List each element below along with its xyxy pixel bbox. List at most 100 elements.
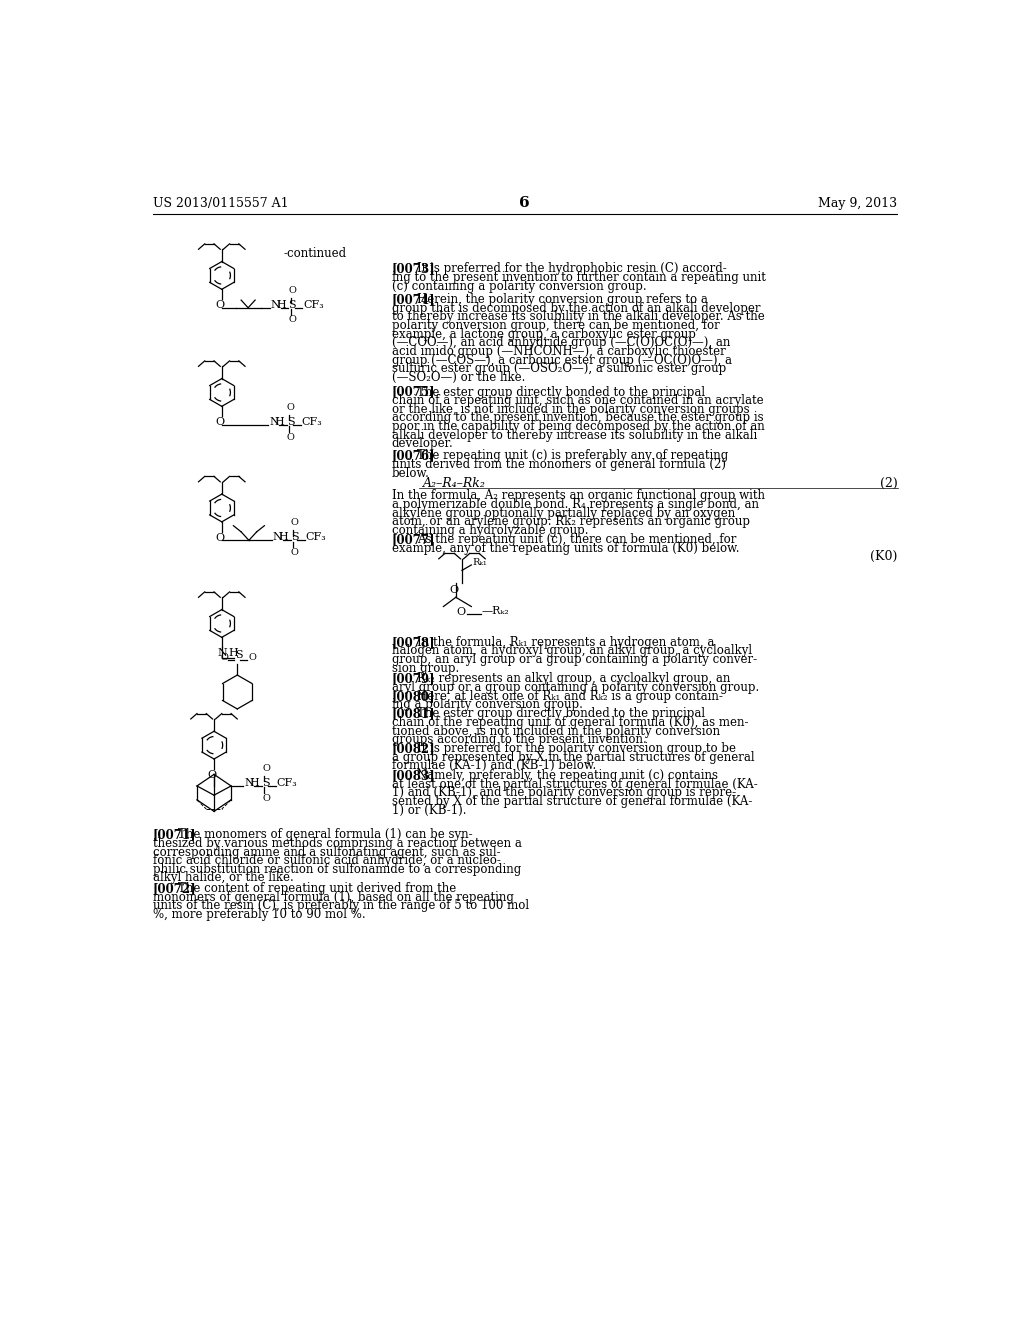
Text: The ester group directly bonded to the principal: The ester group directly bonded to the p…	[417, 385, 706, 399]
Text: Rₖ₂ represents an alkyl group, a cycloalkyl group, an: Rₖ₂ represents an alkyl group, a cycloal…	[417, 672, 730, 685]
Text: [0077]: [0077]	[391, 533, 435, 546]
Text: It is preferred for the hydrophobic resin (C) accord-: It is preferred for the hydrophobic resi…	[417, 263, 727, 276]
Text: Here, at least one of Rₖ₁ and Rₖ₂ is a group contain-: Here, at least one of Rₖ₁ and Rₖ₂ is a g…	[417, 689, 723, 702]
Text: H: H	[279, 532, 288, 543]
Text: (—COO—), an acid anhydride group (—C(O)OC(O)—), an: (—COO—), an acid anhydride group (—C(O)O…	[391, 337, 730, 350]
Text: [0076]: [0076]	[391, 449, 435, 462]
Text: philic substitution reaction of sulfonamide to a corresponding: philic substitution reaction of sulfonam…	[153, 863, 521, 875]
Text: O: O	[207, 770, 216, 780]
Text: Herein, the polarity conversion group refers to a: Herein, the polarity conversion group re…	[417, 293, 708, 306]
Text: sion group.: sion group.	[391, 661, 459, 675]
Text: thesized by various methods comprising a reaction between a: thesized by various methods comprising a…	[153, 837, 521, 850]
Text: In the formula, A₂ represents an organic functional group with: In the formula, A₂ represents an organic…	[391, 490, 765, 503]
Text: The repeating unit (c) is preferably any of repeating: The repeating unit (c) is preferably any…	[417, 449, 728, 462]
Text: 1) or (KB-1).: 1) or (KB-1).	[391, 804, 466, 817]
Text: units of the resin (C), is preferably in the range of 5 to 100 mol: units of the resin (C), is preferably in…	[153, 899, 529, 912]
Text: chain of the repeating unit of general formula (K0), as men-: chain of the repeating unit of general f…	[391, 715, 748, 729]
Text: containing a hydrolyzable group.: containing a hydrolyzable group.	[391, 524, 588, 537]
Text: formulae (KA-1) and (KB-1) below.: formulae (KA-1) and (KB-1) below.	[391, 759, 596, 772]
Text: CF₃: CF₃	[305, 532, 327, 543]
Text: alkylene group optionally partially replaced by an oxygen: alkylene group optionally partially repl…	[391, 507, 735, 520]
Text: or the like, is not included in the polarity conversion groups: or the like, is not included in the pola…	[391, 403, 750, 416]
Text: group that is decomposed by the action of an alkali developer: group that is decomposed by the action o…	[391, 302, 760, 314]
Text: [0082]: [0082]	[391, 742, 435, 755]
Text: O: O	[215, 417, 224, 428]
Text: N: N	[273, 532, 283, 543]
Text: chain of a repeating unit, such as one contained in an acrylate: chain of a repeating unit, such as one c…	[391, 395, 763, 407]
Text: [0075]: [0075]	[391, 385, 435, 399]
Text: A₂–R₄–Rk₂: A₂–R₄–Rk₂	[423, 478, 485, 490]
Text: group, an aryl group or a group containing a polarity conver-: group, an aryl group or a group containi…	[391, 653, 757, 667]
Text: to thereby increase its solubility in the alkali developer. As the: to thereby increase its solubility in th…	[391, 310, 764, 323]
Text: O: O	[215, 533, 224, 543]
Text: example, a lactone group, a carboxylic ester group: example, a lactone group, a carboxylic e…	[391, 327, 695, 341]
Text: N: N	[269, 417, 279, 426]
Text: O: O	[289, 315, 296, 325]
Text: below.: below.	[391, 467, 429, 479]
Text: %, more preferably 10 to 90 mol %.: %, more preferably 10 to 90 mol %.	[153, 908, 366, 921]
Text: 1) and (KB-1), and the polarity conversion group is repre-: 1) and (KB-1), and the polarity conversi…	[391, 787, 735, 799]
Text: It is preferred for the polarity conversion group to be: It is preferred for the polarity convers…	[417, 742, 736, 755]
Text: O: O	[262, 793, 270, 803]
Text: (—SO₂O—) or the like.: (—SO₂O—) or the like.	[391, 371, 525, 384]
Text: CF₃: CF₃	[303, 300, 324, 310]
Text: [0079]: [0079]	[391, 672, 435, 685]
Text: O: O	[221, 653, 228, 661]
Text: [0072]: [0072]	[153, 882, 197, 895]
Text: (K0): (K0)	[870, 549, 898, 562]
Text: N: N	[245, 777, 254, 788]
Text: sented by X of the partial structure of general formulae (KA-: sented by X of the partial structure of …	[391, 795, 752, 808]
Text: Rₖ₁: Rₖ₁	[472, 558, 486, 568]
Text: CF₃: CF₃	[276, 777, 298, 788]
Text: halogen atom, a hydroxyl group, an alkyl group, a cycloalkyl: halogen atom, a hydroxyl group, an alkyl…	[391, 644, 752, 657]
Text: S: S	[291, 532, 298, 543]
Text: alkyl halide, or the like.: alkyl halide, or the like.	[153, 871, 294, 884]
Text: [0078]: [0078]	[391, 636, 435, 649]
Text: units derived from the monomers of general formula (2): units derived from the monomers of gener…	[391, 458, 725, 471]
Text: H: H	[250, 777, 259, 788]
Text: a group represented by X in the partial structures of general: a group represented by X in the partial …	[391, 751, 754, 764]
Text: acid imido group (—NHCONH—), a carboxylic thioester: acid imido group (—NHCONH—), a carboxyli…	[391, 345, 725, 358]
Text: S: S	[289, 300, 296, 310]
Text: O: O	[215, 300, 224, 310]
Text: O: O	[287, 403, 295, 412]
Text: sulfuric ester group (—OSO₂O—), a sulfonic ester group: sulfuric ester group (—OSO₂O—), a sulfon…	[391, 362, 726, 375]
Text: O: O	[291, 548, 299, 557]
Text: S: S	[287, 417, 295, 426]
Text: The ester group directly bonded to the principal: The ester group directly bonded to the p…	[417, 708, 706, 721]
Text: [0071]: [0071]	[153, 829, 197, 841]
Text: H: H	[276, 300, 286, 310]
Text: H: H	[274, 417, 285, 426]
Text: developer.: developer.	[391, 437, 454, 450]
Text: O: O	[450, 585, 459, 595]
Text: example, any of the repeating units of formula (K0) below.: example, any of the repeating units of f…	[391, 543, 739, 554]
Text: a polymerizable double bond. R₄ represents a single bond, an: a polymerizable double bond. R₄ represen…	[391, 498, 759, 511]
Text: In the formula, Rₖ₁ represents a hydrogen atom, a: In the formula, Rₖ₁ represents a hydroge…	[417, 636, 715, 649]
Text: CF₃: CF₃	[302, 417, 323, 426]
Text: tioned above, is not included in the polarity conversion: tioned above, is not included in the pol…	[391, 725, 720, 738]
Text: O: O	[291, 519, 299, 527]
Text: H: H	[228, 648, 239, 659]
Text: group (—COS—), a carbonic ester group (—OC(O)O—), a: group (—COS—), a carbonic ester group (—…	[391, 354, 731, 367]
Text: fonic acid chloride or sulfonic acid anhydride, or a nucleo-: fonic acid chloride or sulfonic acid anh…	[153, 854, 501, 867]
Text: [0080]: [0080]	[391, 689, 435, 702]
Text: polarity conversion group, there can be mentioned, for: polarity conversion group, there can be …	[391, 319, 719, 333]
Text: N: N	[218, 648, 227, 659]
Text: [0074]: [0074]	[391, 293, 435, 306]
Text: ing to the present invention to further contain a repeating unit: ing to the present invention to further …	[391, 271, 765, 284]
Text: O: O	[456, 607, 465, 618]
Text: atom, or an arylene group. Rk₂ represents an organic group: atom, or an arylene group. Rk₂ represent…	[391, 515, 750, 528]
Text: O: O	[262, 764, 270, 774]
Text: O: O	[287, 433, 295, 441]
Text: monomers of general formula (1), based on all the repeating: monomers of general formula (1), based o…	[153, 891, 514, 904]
Text: [0083]: [0083]	[391, 770, 435, 781]
Text: alkali developer to thereby increase its solubility in the alkali: alkali developer to thereby increase its…	[391, 429, 757, 442]
Text: N: N	[270, 300, 281, 310]
Text: The monomers of general formula (1) can be syn-: The monomers of general formula (1) can …	[178, 829, 473, 841]
Text: at least one of the partial structures of general formulae (KA-: at least one of the partial structures o…	[391, 777, 758, 791]
Text: The content of repeating unit derived from the: The content of repeating unit derived fr…	[178, 882, 457, 895]
Text: S: S	[262, 777, 269, 788]
Text: (c) containing a polarity conversion group.: (c) containing a polarity conversion gro…	[391, 280, 646, 293]
Text: O: O	[289, 285, 296, 294]
Text: 6: 6	[519, 197, 530, 210]
